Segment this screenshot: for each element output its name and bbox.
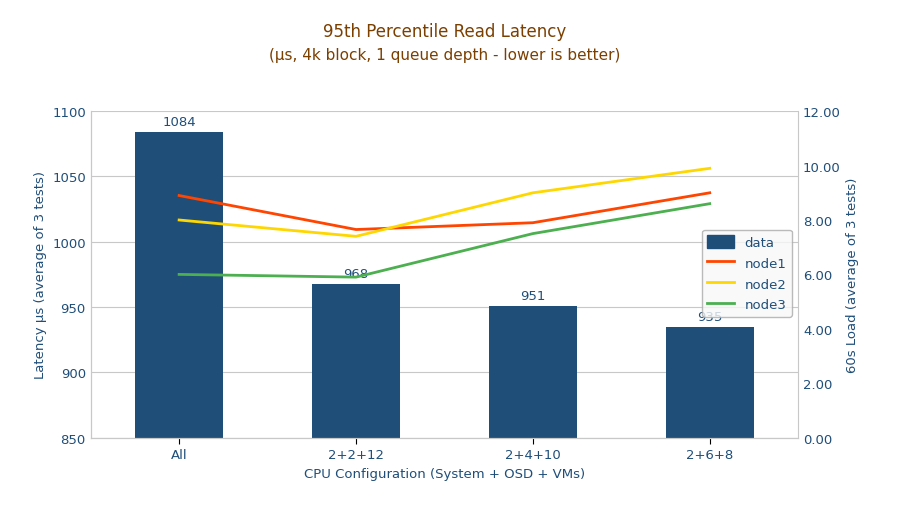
Text: 1084: 1084 bbox=[162, 116, 196, 129]
X-axis label: CPU Configuration (System + OSD + VMs): CPU Configuration (System + OSD + VMs) bbox=[304, 467, 585, 479]
Text: 95th Percentile Read Latency: 95th Percentile Read Latency bbox=[323, 23, 566, 41]
Bar bbox=[312, 284, 400, 509]
Text: 935: 935 bbox=[697, 310, 722, 323]
Text: (μs, 4k block, 1 queue depth - lower is better): (μs, 4k block, 1 queue depth - lower is … bbox=[268, 48, 620, 63]
Bar bbox=[666, 327, 754, 509]
Text: 951: 951 bbox=[521, 289, 545, 302]
Bar bbox=[489, 306, 577, 509]
Y-axis label: 60s Load (average of 3 tests): 60s Load (average of 3 tests) bbox=[846, 177, 860, 373]
Bar bbox=[135, 133, 223, 509]
Legend: data, node1, node2, node3: data, node1, node2, node3 bbox=[702, 230, 792, 317]
Text: 968: 968 bbox=[344, 267, 368, 280]
Y-axis label: Latency μs (average of 3 tests): Latency μs (average of 3 tests) bbox=[34, 171, 46, 379]
